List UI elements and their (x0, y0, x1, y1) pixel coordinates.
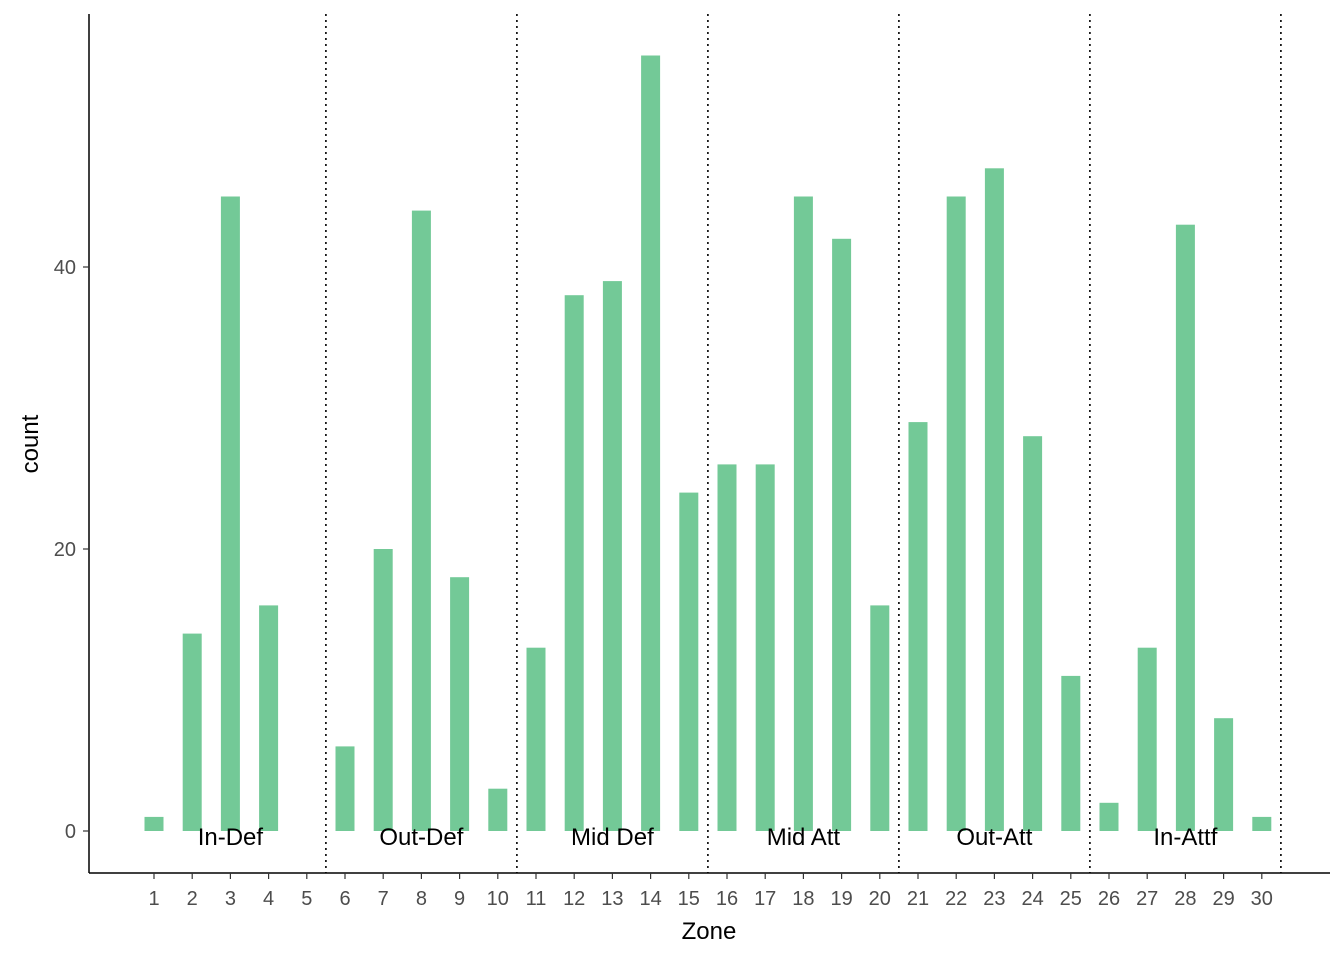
x-tick-label: 16 (716, 888, 738, 910)
y-axis-title: count (17, 414, 44, 473)
bar-zone-12 (564, 295, 584, 831)
bar-zone-13 (602, 281, 622, 832)
bar-zone-28 (1175, 224, 1195, 831)
x-tick-label: 10 (487, 888, 509, 910)
bar-zone-3 (220, 196, 240, 831)
x-tick-label: 27 (1136, 888, 1158, 910)
zone-group-label: Mid Def (571, 824, 654, 851)
zone-dividers (325, 14, 1282, 873)
x-tick-label: 8 (416, 888, 427, 910)
x-tick-label: 1 (148, 888, 159, 910)
zone-group-label: In-Attf (1153, 824, 1217, 851)
x-tick-label: 4 (263, 888, 274, 910)
bar-zone-19 (832, 238, 852, 832)
x-tick-label: 18 (792, 888, 814, 910)
bar-zone-22 (946, 196, 966, 831)
x-tick-label: 19 (830, 888, 852, 910)
bar-zone-1 (144, 816, 164, 831)
bar-zone-10 (488, 788, 508, 831)
bar-zone-27 (1137, 647, 1157, 831)
x-tick-label: 2 (187, 888, 198, 910)
x-tick-label: 23 (983, 888, 1005, 910)
bar-zone-7 (373, 549, 393, 831)
bar-zone-25 (1061, 675, 1081, 831)
x-tick-label: 13 (601, 888, 623, 910)
bar-zone-20 (870, 605, 890, 831)
zone-group-labels: In-Def Out-Def Mid Def Mid Att Out-Att In-Att… (198, 824, 1218, 851)
x-tick-label: 3 (225, 888, 236, 910)
bar-zone-17 (755, 464, 775, 831)
bar-zone-23 (984, 168, 1004, 832)
bar-zone-21 (908, 422, 928, 831)
x-tick-label: 25 (1060, 888, 1082, 910)
x-axis-ticks: 1 2 3 4 5 6 7 8 9 10 11 12 13 14 15 16 17 18 19 20 21 22 23 24 2… (148, 873, 1273, 910)
bar-zone-2 (182, 633, 202, 831)
x-tick-label: 22 (945, 888, 967, 910)
x-tick-label: 14 (639, 888, 661, 910)
x-tick-label: 29 (1212, 888, 1234, 910)
x-tick-label: 12 (563, 888, 585, 910)
x-tick-label: 6 (339, 888, 350, 910)
zone-group-label: Mid Att (767, 824, 841, 851)
bar-zone-8 (411, 210, 431, 832)
bar-zone-14 (641, 55, 661, 831)
bar-zone-30 (1252, 816, 1272, 831)
bar-zone-18 (793, 196, 813, 831)
bar-zone-29 (1214, 718, 1234, 831)
zone-group-label: Out-Att (956, 824, 1032, 851)
x-tick-label: 15 (678, 888, 700, 910)
zone-group-label: In-Def (198, 824, 264, 851)
x-tick-label: 24 (1021, 888, 1043, 910)
x-tick-label: 9 (454, 888, 465, 910)
bars-layer (144, 55, 1272, 832)
x-axis-title: Zone (682, 918, 737, 945)
bar-zone-16 (717, 464, 737, 831)
y-tick-label: 40 (54, 257, 76, 279)
bar-zone-4 (259, 605, 279, 831)
zone-group-label: Out-Def (379, 824, 463, 851)
bar-zone-26 (1099, 802, 1119, 831)
y-axis-ticks: 0 20 40 (54, 257, 89, 843)
x-tick-label: 30 (1251, 888, 1273, 910)
bar-zone-15 (679, 492, 699, 831)
bar-zone-11 (526, 647, 546, 831)
x-tick-label: 20 (869, 888, 891, 910)
bar-zone-6 (335, 746, 355, 831)
x-tick-label: 11 (526, 888, 547, 910)
bar-zone-24 (1023, 436, 1043, 831)
y-tick-label: 20 (54, 539, 76, 561)
x-tick-label: 28 (1174, 888, 1196, 910)
x-tick-label: 7 (378, 888, 389, 910)
x-tick-label: 17 (754, 888, 776, 910)
x-tick-label: 5 (301, 888, 312, 910)
x-tick-label: 21 (907, 888, 929, 910)
x-tick-label: 26 (1098, 888, 1120, 910)
y-tick-label: 0 (65, 821, 76, 843)
bar-zone-9 (450, 577, 470, 831)
